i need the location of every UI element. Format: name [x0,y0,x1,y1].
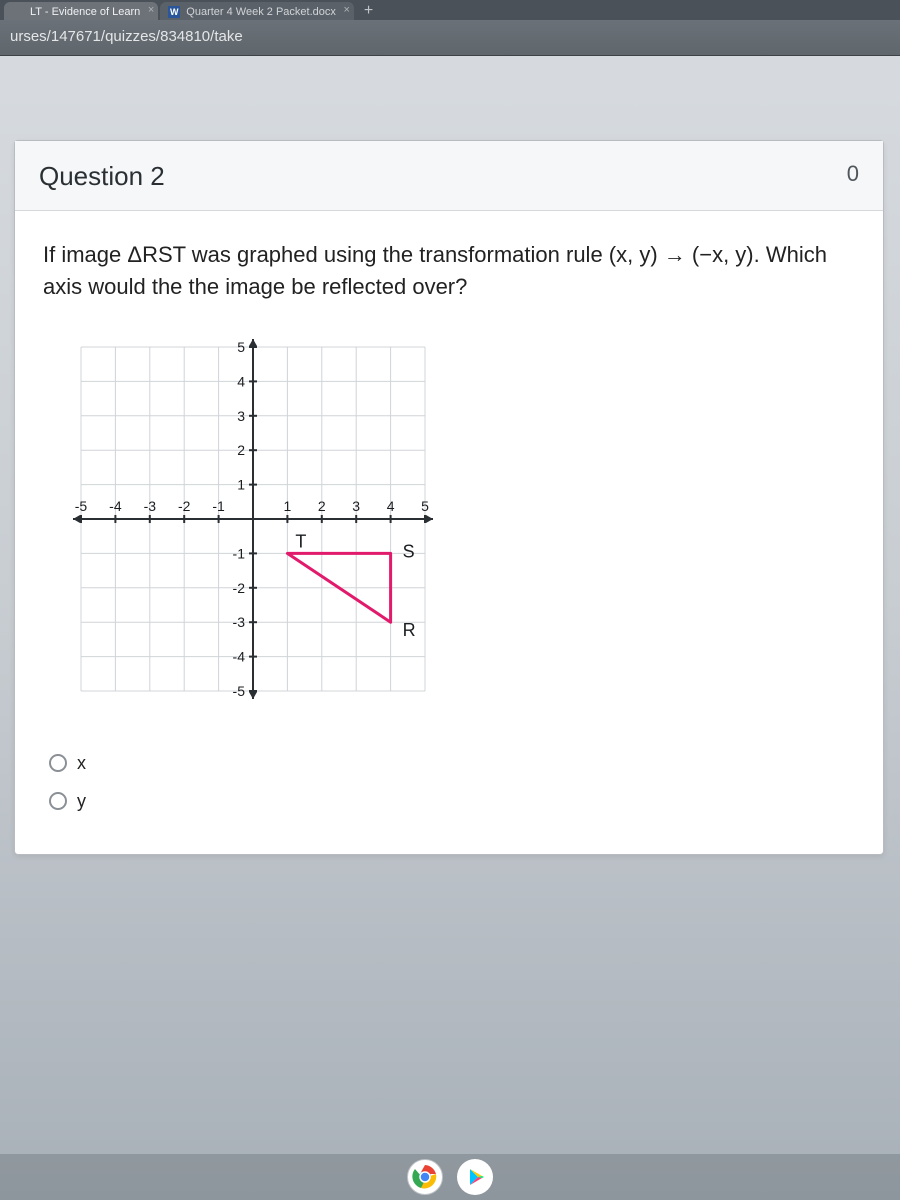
svg-text:-2: -2 [233,580,246,596]
graph-svg: -5 -4 -3 -2 -1 1 2 3 4 5 -5 -4 -3 -2 -1 1 2 3 4 5 T S R [63,329,443,709]
svg-text:-1: -1 [212,498,225,514]
word-favicon-icon: W [168,6,180,18]
svg-text:2: 2 [318,498,326,514]
url-text: urses/147671/quizzes/834810/take [10,28,243,45]
close-icon[interactable]: × [343,4,349,16]
question-title: Question 2 [39,161,165,192]
play-store-icon[interactable] [457,1159,493,1195]
svg-text:-4: -4 [109,498,122,514]
taskbar [0,1154,900,1200]
coordinate-graph: -5 -4 -3 -2 -1 1 2 3 4 5 -5 -4 -3 -2 -1 1 2 3 4 5 T S R [63,329,855,718]
svg-text:R: R [403,620,416,640]
question-card: Question 2 0 If image ΔRST was graphed u… [14,140,884,855]
address-bar[interactable]: urses/147671/quizzes/834810/take [0,20,900,56]
svg-text:S: S [403,541,415,561]
answer-label: y [77,788,86,814]
browser-tab[interactable]: LT - Evidence of Learn × [4,2,158,20]
tab-favicon-icon [12,6,24,18]
answer-list: x y [49,744,855,820]
svg-text:5: 5 [237,339,245,355]
svg-text:-3: -3 [233,614,246,630]
answer-option-y[interactable]: y [49,782,855,820]
svg-text:-1: -1 [233,545,246,561]
answer-option-x[interactable]: x [49,744,855,782]
question-body: If image ΔRST was graphed using the tran… [15,211,883,854]
svg-text:4: 4 [237,373,245,389]
svg-text:1: 1 [284,498,292,514]
svg-text:T: T [295,531,306,551]
svg-text:3: 3 [237,408,245,424]
tab-title: LT - Evidence of Learn [30,6,140,18]
question-prompt: If image ΔRST was graphed using the tran… [43,239,855,303]
chrome-icon[interactable] [407,1159,443,1195]
answer-label: x [77,750,86,776]
svg-text:2: 2 [237,442,245,458]
quiz-page: Question 2 0 If image ΔRST was graphed u… [14,140,900,1200]
svg-text:-2: -2 [178,498,191,514]
radio-icon[interactable] [49,754,67,772]
close-icon[interactable]: × [148,4,154,16]
svg-text:1: 1 [237,476,245,492]
svg-text:-5: -5 [233,683,246,699]
svg-text:5: 5 [421,498,429,514]
svg-text:-4: -4 [233,648,246,664]
question-points: 0 [847,161,859,192]
browser-tab[interactable]: W Quarter 4 Week 2 Packet.docx × [160,2,354,20]
browser-tab-strip: LT - Evidence of Learn × W Quarter 4 Wee… [0,0,900,20]
new-tab-button[interactable]: + [356,2,381,20]
svg-text:-5: -5 [75,498,88,514]
radio-icon[interactable] [49,792,67,810]
svg-text:3: 3 [352,498,360,514]
question-header: Question 2 0 [15,141,883,211]
tab-title: Quarter 4 Week 2 Packet.docx [186,6,336,18]
svg-text:-3: -3 [144,498,157,514]
svg-text:4: 4 [387,498,395,514]
